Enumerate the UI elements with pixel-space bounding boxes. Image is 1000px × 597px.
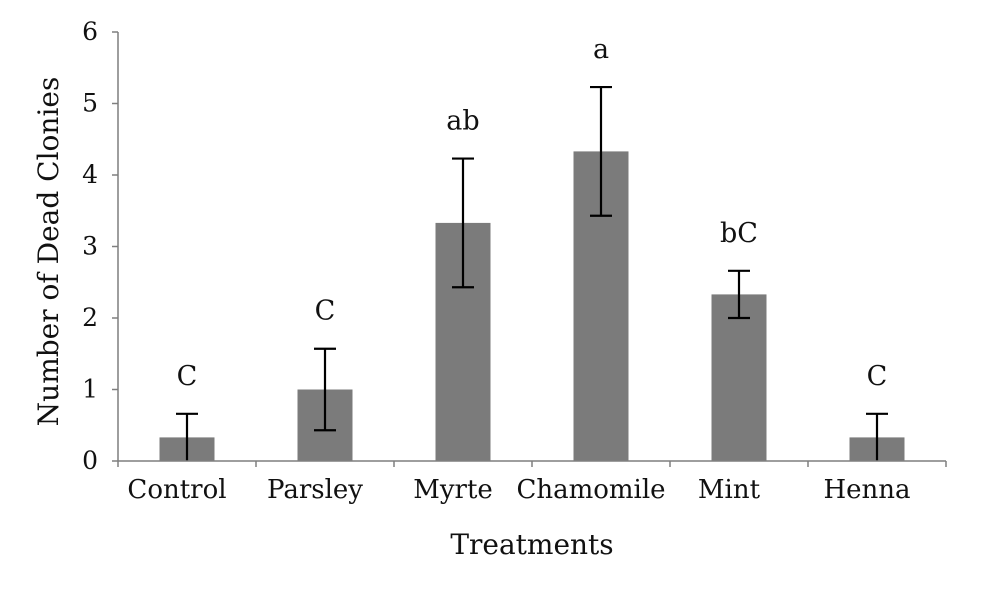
x-tick-label-mint: Mint [698,475,761,505]
error-bar-parsley [314,347,336,432]
x-tick-label-myrte: Myrte [413,475,493,505]
x-axis-ticks: Control Parsley Myrte Chamomile Mint Henna [117,461,947,505]
y-axis-ticks: 0 1 2 3 4 5 6 [82,17,118,475]
x-tick-label-chamomile: Chamomile [516,475,665,505]
significance-label-myrte: ab [446,106,479,137]
error-bar-myrte [452,157,474,289]
y-tick-label: 2 [82,303,98,332]
bars [159,151,905,461]
x-axis-title: Treatments [450,528,613,561]
x-tick-label-control: Control [127,475,226,505]
error-bar-chamomile [590,85,612,217]
y-tick-label: 6 [82,17,98,46]
y-tick-label: 4 [82,160,98,189]
y-tick-label: 3 [82,232,98,261]
significance-label-control: C [177,361,198,392]
significance-label-mint: bC [720,218,758,249]
y-tick-label: 1 [82,375,98,404]
error-bar-control [176,412,198,461]
x-tick-label-parsley: Parsley [267,475,363,505]
bar-mint [711,294,767,461]
y-axis-title: Number of Dead Clonies [32,77,65,427]
significance-labels: C Cab a bC C [177,34,888,392]
x-tick-label-henna: Henna [823,475,910,505]
significance-label-chamomile: a [593,34,609,65]
error-bar-mint [728,269,750,320]
y-tick-label: 5 [82,89,98,118]
significance-label-henna: C [867,361,888,392]
y-tick-label: 0 [82,446,98,475]
error-bar-henna [866,412,888,461]
error-bars [176,85,888,461]
significance-label-parsley: C [315,296,336,327]
